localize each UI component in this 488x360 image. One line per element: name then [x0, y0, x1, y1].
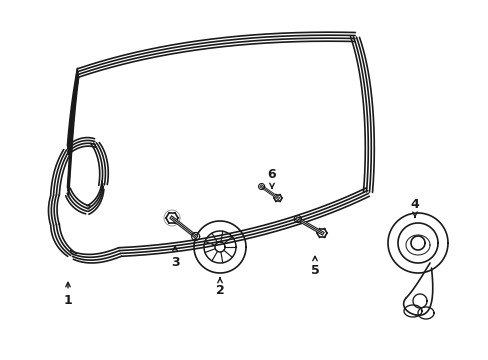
Text: 5: 5 [310, 256, 319, 276]
Text: 2: 2 [215, 278, 224, 297]
Text: 3: 3 [170, 246, 179, 269]
Text: 1: 1 [63, 282, 72, 306]
Text: 4: 4 [410, 198, 419, 217]
Text: 6: 6 [267, 168, 276, 188]
